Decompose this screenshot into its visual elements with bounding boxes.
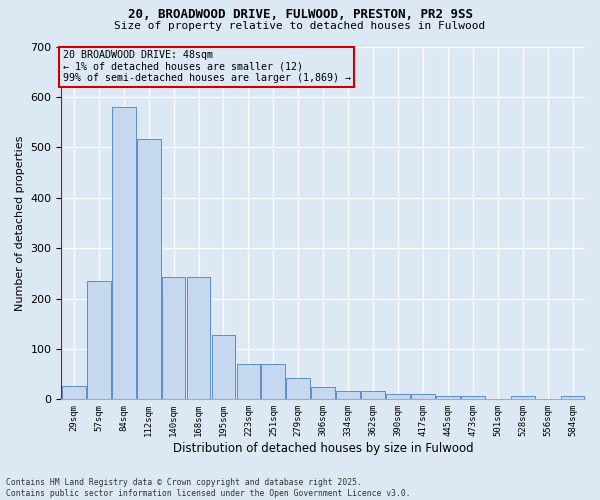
Bar bbox=[386, 394, 410, 400]
Text: Contains HM Land Registry data © Crown copyright and database right 2025.
Contai: Contains HM Land Registry data © Crown c… bbox=[6, 478, 410, 498]
Bar bbox=[62, 386, 86, 400]
Bar bbox=[212, 336, 235, 400]
Bar bbox=[461, 396, 485, 400]
Bar bbox=[436, 396, 460, 400]
Bar bbox=[361, 391, 385, 400]
Text: 20, BROADWOOD DRIVE, FULWOOD, PRESTON, PR2 9SS: 20, BROADWOOD DRIVE, FULWOOD, PRESTON, P… bbox=[128, 8, 473, 20]
Text: 20 BROADWOOD DRIVE: 48sqm
← 1% of detached houses are smaller (12)
99% of semi-d: 20 BROADWOOD DRIVE: 48sqm ← 1% of detach… bbox=[62, 50, 350, 83]
Bar bbox=[162, 277, 185, 400]
Bar bbox=[511, 396, 535, 400]
Text: Size of property relative to detached houses in Fulwood: Size of property relative to detached ho… bbox=[115, 21, 485, 31]
Bar bbox=[187, 277, 211, 400]
X-axis label: Distribution of detached houses by size in Fulwood: Distribution of detached houses by size … bbox=[173, 442, 473, 455]
Bar bbox=[112, 107, 136, 400]
Bar bbox=[87, 281, 110, 400]
Bar bbox=[286, 378, 310, 400]
Y-axis label: Number of detached properties: Number of detached properties bbox=[15, 135, 25, 310]
Bar bbox=[411, 394, 435, 400]
Bar bbox=[336, 391, 360, 400]
Bar bbox=[236, 364, 260, 400]
Bar bbox=[262, 364, 285, 400]
Bar bbox=[137, 138, 161, 400]
Bar bbox=[560, 396, 584, 400]
Bar bbox=[311, 386, 335, 400]
